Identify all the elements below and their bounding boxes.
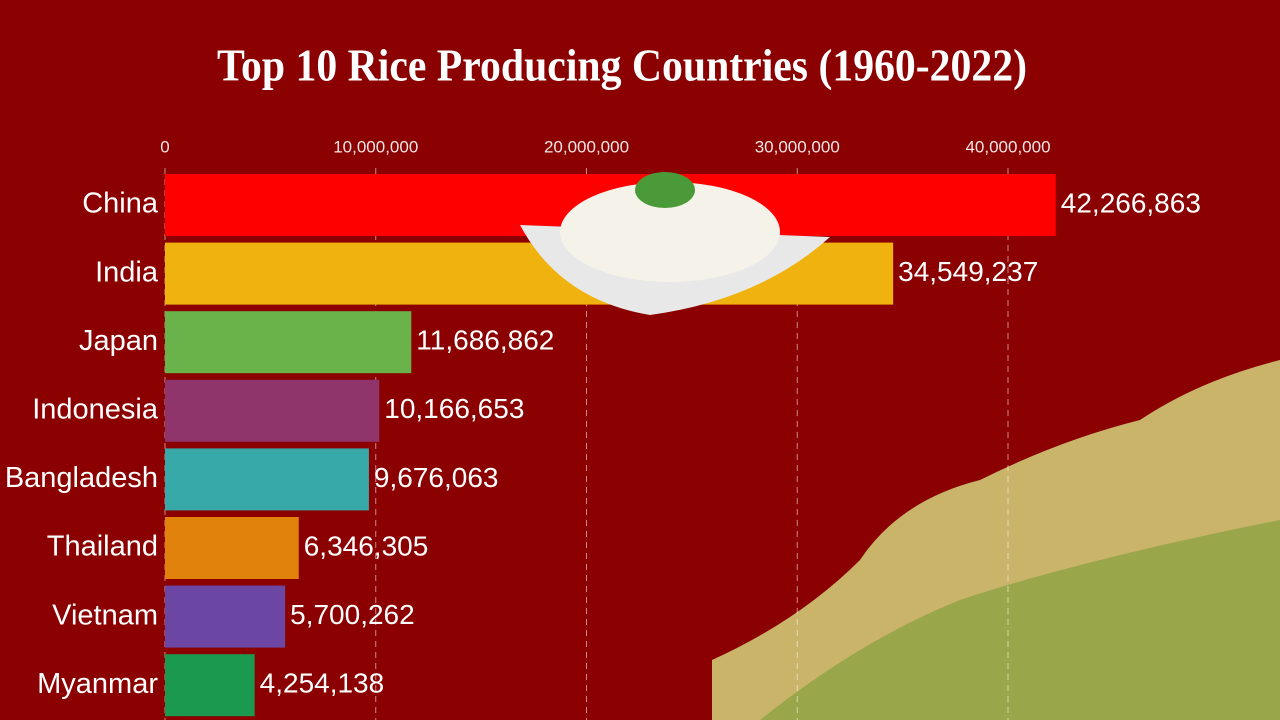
- bar: [165, 311, 412, 374]
- value-label: 6,346,305: [304, 530, 429, 561]
- value-label: 10,166,653: [384, 393, 524, 424]
- x-tick-label: 10,000,000: [333, 137, 418, 156]
- rice-field: [712, 360, 1280, 720]
- category-label: Vietnam: [52, 599, 158, 631]
- bar: [165, 379, 380, 442]
- category-label: Thailand: [47, 531, 158, 563]
- category-label: China: [82, 188, 159, 220]
- x-tick-label: 40,000,000: [965, 137, 1050, 156]
- value-label: 34,549,237: [898, 256, 1038, 287]
- bar: [165, 517, 299, 579]
- category-label: Bangladesh: [5, 462, 158, 494]
- rice-plate: [520, 172, 830, 315]
- value-label: 5,700,262: [290, 599, 415, 630]
- rice: [560, 182, 780, 282]
- x-tick-label: 0: [160, 137, 169, 156]
- x-tick-label: 30,000,000: [755, 137, 840, 156]
- category-label: Myanmar: [37, 668, 158, 700]
- x-tick-label: 20,000,000: [544, 137, 629, 156]
- value-label: 42,266,863: [1061, 187, 1201, 218]
- rice-field-shape: [760, 520, 1280, 720]
- bar: [165, 448, 369, 511]
- value-label: 4,254,138: [260, 668, 385, 699]
- chart-title: Top 10 Rice Producing Countries (1960-20…: [217, 40, 1027, 91]
- category-label: Japan: [79, 325, 158, 357]
- mint-leaf: [635, 172, 695, 208]
- bar: [165, 585, 286, 648]
- value-label: 11,686,862: [416, 325, 554, 356]
- category-label: Indonesia: [32, 393, 159, 425]
- category-label: India: [95, 256, 159, 288]
- value-label: 9,676,063: [374, 462, 499, 493]
- bar: [165, 654, 255, 717]
